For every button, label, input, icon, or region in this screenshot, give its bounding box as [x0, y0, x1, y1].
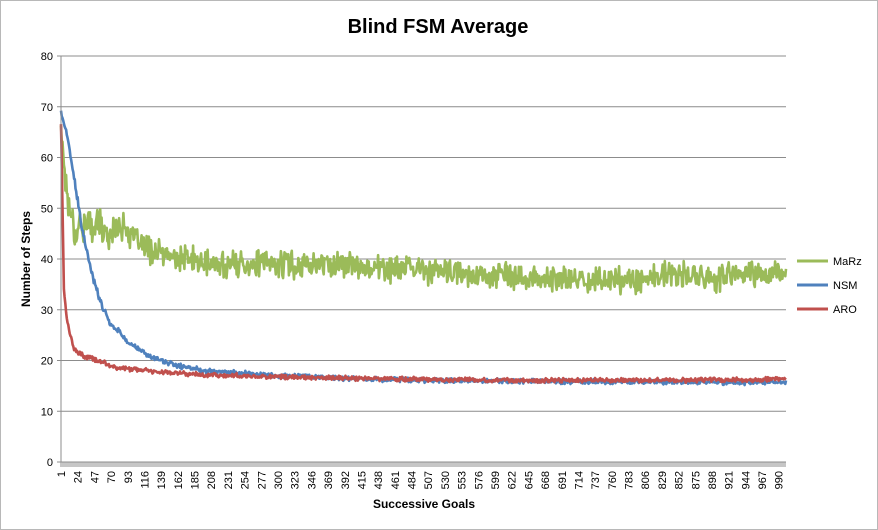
x-tick-label: 760: [607, 471, 619, 489]
legend-label-aro: ARO: [833, 304, 857, 316]
x-tick-label: 806: [640, 471, 652, 489]
x-tick-label: 24: [73, 471, 85, 483]
x-tick-label: 116: [139, 471, 151, 489]
x-tick-label: 438: [373, 471, 385, 489]
x-tick-label: 484: [407, 471, 419, 489]
x-tick-label: 875: [690, 471, 702, 489]
x-tick-label: 323: [290, 471, 302, 489]
legend-label-marz: MaRz: [833, 256, 862, 268]
y-axis-title: Number of Steps: [19, 211, 33, 307]
x-tick-label: 599: [490, 471, 502, 489]
x-tick-label: 70: [106, 471, 118, 483]
x-tick-label: 990: [774, 471, 786, 489]
chart-title: Blind FSM Average: [348, 16, 529, 38]
x-tick-label: 944: [740, 471, 752, 489]
x-tick-label: 1: [56, 471, 68, 477]
y-tick-label: 50: [41, 203, 53, 215]
y-tick-label: 60: [41, 153, 53, 165]
x-tick-label: 668: [540, 471, 552, 489]
x-tick-label: 415: [356, 471, 368, 489]
series-line-aro: [59, 124, 787, 385]
x-tick-label: 714: [573, 471, 585, 489]
series-line-marz: [59, 125, 788, 296]
y-tick-label: 10: [41, 406, 53, 418]
series-line-nsm: [59, 110, 788, 387]
x-tick-label: 461: [390, 471, 402, 489]
gridlines: [61, 55, 786, 412]
x-tick-label: 645: [523, 471, 535, 489]
x-tick-label: 300: [273, 471, 285, 489]
x-tick-label: 162: [173, 471, 185, 489]
x-tick-label: 208: [206, 471, 218, 489]
y-tick-label: 30: [41, 305, 53, 317]
y-tick-label: 70: [41, 102, 53, 114]
y-tick-labels: 0 10 20 30 40 50 60 70 80: [41, 51, 61, 469]
x-tick-label: 898: [707, 471, 719, 489]
legend: MaRz NSM ARO: [797, 256, 862, 316]
x-tick-label: 231: [223, 471, 235, 489]
y-tick-label: 40: [41, 254, 53, 266]
x-tick-label: 507: [423, 471, 435, 489]
x-tick-label: 967: [757, 471, 769, 489]
x-tick-label: 691: [557, 471, 569, 489]
x-tick-label: 185: [190, 471, 202, 489]
x-tick-label: 553: [457, 471, 469, 489]
x-tick-label: 622: [507, 471, 519, 489]
x-tick-label: 530: [440, 471, 452, 489]
x-tick-label: 392: [340, 471, 352, 489]
x-tick-label: 93: [123, 471, 135, 483]
legend-label-nsm: NSM: [833, 280, 857, 292]
x-axis-title: Successive Goals: [373, 497, 475, 511]
x-tick-label: 737: [590, 471, 602, 489]
x-tick-label: 369: [323, 471, 335, 489]
y-tick-label: 20: [41, 356, 53, 368]
y-tick-label: 80: [41, 51, 53, 63]
x-tick-label: 576: [473, 471, 485, 489]
x-tick-label: 254: [240, 471, 252, 489]
x-tick-labels: 1 24 47 70 93 116 139 162 185 208 231 254 277 300 323 3…: [56, 471, 786, 489]
x-tick-label: 852: [674, 471, 686, 489]
x-tick-label: 277: [256, 471, 268, 489]
y-tick-label: 0: [47, 457, 53, 469]
x-minor-ticks: [60, 462, 786, 467]
x-tick-label: 139: [156, 471, 168, 489]
x-tick-label: 47: [89, 471, 101, 483]
x-tick-label: 783: [624, 471, 636, 489]
x-tick-label: 829: [657, 471, 669, 489]
x-tick-label: 346: [306, 471, 318, 489]
x-tick-label: 921: [724, 471, 736, 489]
series-group: [59, 110, 788, 387]
